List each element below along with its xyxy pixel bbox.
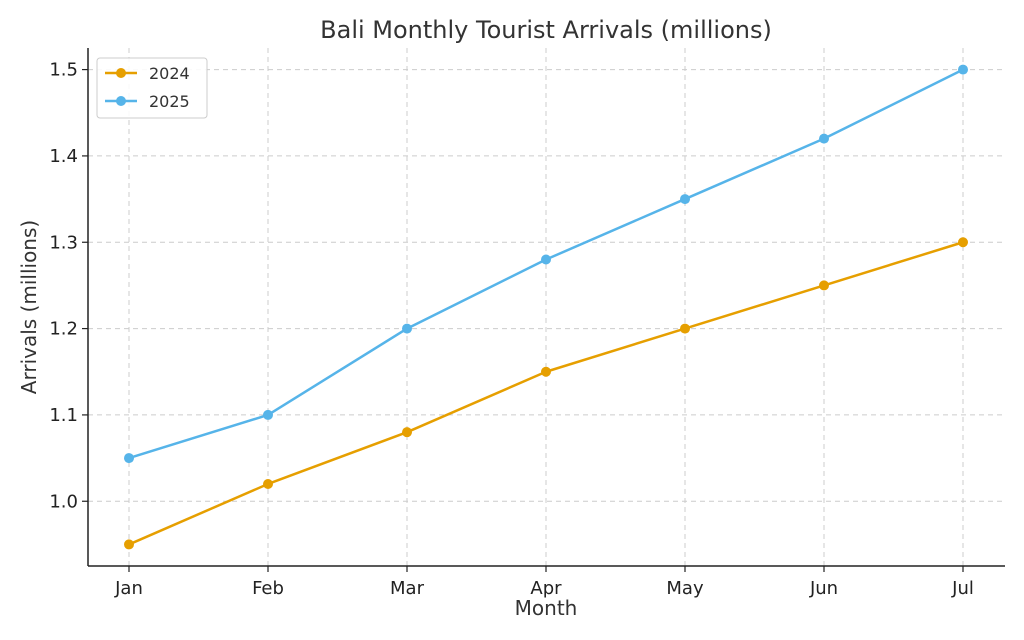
series-2024 bbox=[124, 237, 968, 550]
data-point bbox=[402, 323, 412, 334]
x-tick-label: Apr bbox=[530, 578, 562, 599]
x-tick-label: Jan bbox=[114, 578, 143, 599]
x-axis-label: Month bbox=[515, 596, 578, 620]
legend-label: 2025 bbox=[149, 92, 190, 111]
data-point bbox=[124, 453, 134, 464]
x-tick-label: Jun bbox=[809, 578, 838, 599]
data-point bbox=[819, 280, 829, 291]
legend-label: 2024 bbox=[149, 64, 190, 83]
data-point bbox=[124, 539, 134, 550]
y-tick-label: 1.1 bbox=[49, 405, 78, 426]
legend-item: 2024 bbox=[105, 64, 190, 83]
data-point bbox=[680, 323, 690, 334]
data-point bbox=[819, 133, 829, 144]
x-tick-label: Mar bbox=[390, 578, 425, 599]
legend: 2024 2025 bbox=[96, 57, 208, 119]
x-tick-label: May bbox=[666, 578, 704, 599]
data-point bbox=[263, 478, 273, 489]
data-point bbox=[402, 427, 412, 438]
data-point bbox=[541, 254, 551, 265]
y-tick-label: 1.3 bbox=[49, 232, 78, 253]
y-tick-label: 1.0 bbox=[49, 491, 78, 512]
axes-layer: Jan Feb Mar Apr May Jun Jul 1.0 1.1 1.2 1.3 1.4 1.5 bbox=[49, 48, 1005, 599]
legend-swatch-marker bbox=[116, 68, 126, 78]
series-2025 bbox=[124, 64, 968, 464]
x-tick-label: Feb bbox=[252, 578, 284, 599]
y-axis-label: Arrivals (millions) bbox=[17, 220, 41, 394]
legend-swatch-marker bbox=[116, 96, 126, 106]
legend-item: 2025 bbox=[105, 92, 190, 111]
data-point bbox=[680, 194, 690, 205]
chart-title: Bali Monthly Tourist Arrivals (millions) bbox=[320, 16, 772, 44]
data-point bbox=[263, 409, 273, 420]
x-tick-label: Jul bbox=[951, 578, 974, 599]
data-point bbox=[958, 64, 968, 75]
y-tick-label: 1.4 bbox=[49, 146, 78, 167]
series-layer bbox=[124, 64, 968, 550]
y-tick-label: 1.5 bbox=[49, 60, 78, 81]
data-point bbox=[541, 366, 551, 377]
y-tick-label: 1.2 bbox=[49, 319, 78, 340]
data-point bbox=[958, 237, 968, 248]
